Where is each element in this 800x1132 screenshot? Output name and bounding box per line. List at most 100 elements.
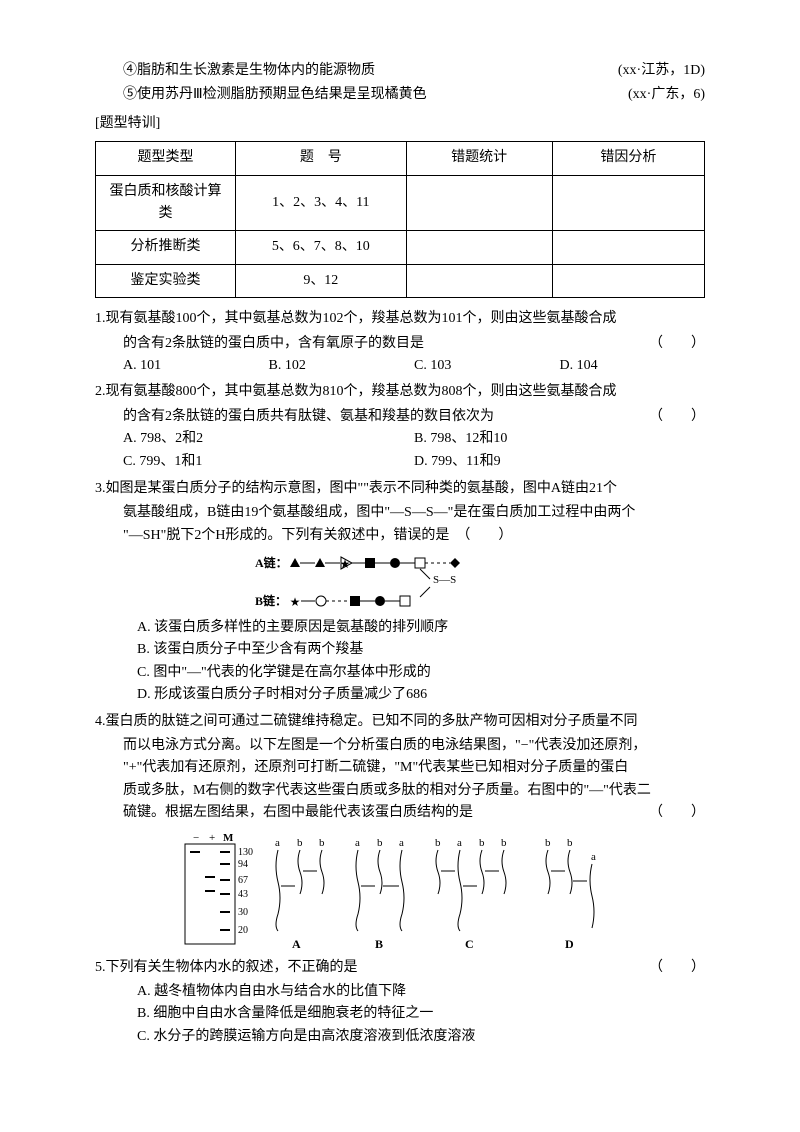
question-3: 3. 如图是某蛋白质分子的结构示意图，图中""表示不同种类的氨基酸，图中A链由2… xyxy=(95,478,705,500)
q3-opt-a: A. 该蛋白质多样性的主要原因是氨基酸的排列顺序 xyxy=(95,617,705,639)
chain-b: ★ xyxy=(290,595,410,609)
electrophoresis-figure: − + M 130 94 67 43 30 20 a b b xyxy=(95,831,705,951)
q5-opt-a: A. 越冬植物体内自由水与结合水的比值下降 xyxy=(95,981,705,1003)
svg-text:b: b xyxy=(435,837,441,849)
gel-svg: − + M 130 94 67 43 30 20 a b b xyxy=(175,831,625,951)
q2-text-l2: 的含有2条肽链的蛋白质共有肽键、氨基和羧基的数目依次为 xyxy=(123,406,649,428)
table-row: 蛋白质和核酸计算类 1、2、3、4、11 xyxy=(96,175,705,231)
svg-text:S—S: S—S xyxy=(433,574,456,586)
q2-paren: （ ） xyxy=(649,406,705,428)
q3-opt-d: D. 形成该蛋白质分子时相对分子质量减少了686 xyxy=(95,684,705,706)
q5-opt-b: B. 细胞中自由水含量降低是细胞衰老的特征之一 xyxy=(95,1003,705,1025)
svg-text:67: 67 xyxy=(238,875,248,886)
q2-num: 2. xyxy=(95,381,106,403)
svg-text:D: D xyxy=(565,937,574,951)
chain-a-label: A链： xyxy=(255,555,288,570)
cell: 蛋白质和核酸计算类 xyxy=(96,175,236,231)
gel-box: − + M 130 94 67 43 30 20 xyxy=(185,832,253,944)
table-row: 分析推断类 5、6、7、8、10 xyxy=(96,231,705,264)
line4-text: ④脂肪和生长激素是生物体内的能源物质 xyxy=(123,60,375,82)
svg-text:b: b xyxy=(501,837,507,849)
q5-text-l1: 下列有关生物体内水的叙述，不正确的是 xyxy=(106,957,650,979)
q1-opt-b: B. 102 xyxy=(269,355,415,377)
svg-text:A: A xyxy=(292,937,301,951)
protein-option-c: b a b b C xyxy=(435,837,507,951)
q2-opt-d: D. 799、11和9 xyxy=(414,451,705,473)
cell: 鉴定实验类 xyxy=(96,264,236,297)
question-1: 1. 现有氨基酸100个，其中氨基总数为102个，羧基总数为101个，则由这些氨… xyxy=(95,308,705,330)
q1-opt-a: A. 101 xyxy=(123,355,269,377)
question-5: 5. 下列有关生物体内水的叙述，不正确的是 （ ） xyxy=(95,957,705,979)
q2-line2: 的含有2条肽链的蛋白质共有肽键、氨基和羧基的数目依次为 （ ） xyxy=(95,406,705,428)
line4-ref: (xx·江苏，1D) xyxy=(618,60,705,82)
cell xyxy=(552,231,704,264)
q4-text-l2: 而以电泳方式分离。以下左图是一个分析蛋白质的电泳结果图，"−"代表没加还原剂， xyxy=(95,735,705,757)
q3-opt-b: B. 该蛋白质分子中至少含有两个羧基 xyxy=(95,639,705,661)
chain-a: ★ xyxy=(290,557,460,571)
svg-text:94: 94 xyxy=(238,859,248,870)
th-wrong: 错题统计 xyxy=(406,142,552,175)
cell xyxy=(406,175,552,231)
svg-text:130: 130 xyxy=(238,847,253,858)
question-4: 4. 蛋白质的肽链之间可通过二硫键维持稳定。已知不同的多肽产物可因相对分子质量不… xyxy=(95,711,705,733)
q5-opt-c: C. 水分子的跨膜运输方向是由高浓度溶液到低浓度溶液 xyxy=(95,1026,705,1048)
cell: 分析推断类 xyxy=(96,231,236,264)
svg-text:b: b xyxy=(545,837,551,849)
protein-option-d: b b a D xyxy=(545,837,596,951)
chain-svg: A链： ★ S—S B链： ★ xyxy=(255,553,545,611)
section-label: [题型特训] xyxy=(95,113,705,135)
line5-ref: (xx·广东，6) xyxy=(628,84,705,106)
cell: 1、2、3、4、11 xyxy=(236,175,407,231)
svg-text:★: ★ xyxy=(340,557,351,571)
q1-opt-d: D. 104 xyxy=(560,355,706,377)
q3-opt-c: C. 图中"—"代表的化学键是在高尔基体中形成的 xyxy=(95,662,705,684)
svg-text:C: C xyxy=(465,937,474,951)
q1-opt-c: C. 103 xyxy=(414,355,560,377)
svg-text:a: a xyxy=(591,851,596,863)
q2-opts-cd: C. 799、1和1 D. 799、11和9 xyxy=(95,451,705,473)
chain-b-label: B链： xyxy=(255,593,287,608)
table-row: 鉴定实验类 9、12 xyxy=(96,264,705,297)
header-line-5: ⑤使用苏丹Ⅲ检测脂肪预期显色结果是呈现橘黄色 (xx·广东，6) xyxy=(95,84,705,106)
q2-opts-ab: A. 798、2和2 B. 798、12和10 xyxy=(95,428,705,450)
q4-text-l4: 质或多肽，M右侧的数字代表这些蛋白质或多肽的相对分子质量。右图中的"—"代表二 xyxy=(95,780,705,802)
svg-text:a: a xyxy=(355,837,360,849)
q2-text-l1: 现有氨基酸800个，其中氨基总数为810个，羧基总数为808个，则由这些氨基酸合… xyxy=(106,381,706,403)
svg-text:★: ★ xyxy=(290,595,301,609)
q1-line2: 的含有2条肽链的蛋白质中，含有氧原子的数目是 （ ） xyxy=(95,333,705,355)
cell xyxy=(552,264,704,297)
line5-text: ⑤使用苏丹Ⅲ检测脂肪预期显色结果是呈现橘黄色 xyxy=(123,84,427,106)
q4-text-l1: 蛋白质的肽链之间可通过二硫键维持稳定。已知不同的多肽产物可因相对分子质量不同 xyxy=(106,711,706,733)
svg-text:20: 20 xyxy=(238,925,248,936)
svg-text:a: a xyxy=(399,837,404,849)
protein-chain-figure: A链： ★ S—S B链： ★ xyxy=(95,553,705,611)
question-2: 2. 现有氨基酸800个，其中氨基总数为810个，羧基总数为808个，则由这些氨… xyxy=(95,381,705,403)
th-reason: 错因分析 xyxy=(552,142,704,175)
q5-paren: （ ） xyxy=(649,957,705,979)
q1-paren: （ ） xyxy=(649,333,705,355)
q5-num: 5. xyxy=(95,957,106,979)
q3-text-l2: 氨基酸组成，B链由19个氨基酸组成，图中"—S—S—"是在蛋白质加工过程中由两个 xyxy=(95,502,705,524)
svg-text:b: b xyxy=(297,837,303,849)
svg-text:b: b xyxy=(567,837,573,849)
svg-text:43: 43 xyxy=(238,889,248,900)
svg-text:a: a xyxy=(457,837,462,849)
q4-line5: 硫键。根据左图结果，右图中最能代表该蛋白质结构的是 （ ） xyxy=(95,802,705,824)
cell xyxy=(406,264,552,297)
q1-text-l2: 的含有2条肽链的蛋白质中，含有氧原子的数目是 xyxy=(123,333,649,355)
q4-num: 4. xyxy=(95,711,106,733)
th-type: 题型类型 xyxy=(96,142,236,175)
cell xyxy=(406,231,552,264)
gel-minus: − xyxy=(193,832,199,844)
q4-text-l5: 硫键。根据左图结果，右图中最能代表该蛋白质结构的是 xyxy=(123,802,649,824)
q3-text-l3: "—SH"脱下2个H形成的。下列有关叙述中，错误的是 （ ） xyxy=(95,525,705,547)
cell: 9、12 xyxy=(236,264,407,297)
svg-text:30: 30 xyxy=(238,907,248,918)
svg-text:b: b xyxy=(479,837,485,849)
header-line-4: ④脂肪和生长激素是生物体内的能源物质 (xx·江苏，1D) xyxy=(95,60,705,82)
q1-num: 1. xyxy=(95,308,106,330)
q4-paren: （ ） xyxy=(649,802,705,824)
th-num: 题 号 xyxy=(236,142,407,175)
q2-opt-a: A. 798、2和2 xyxy=(123,428,414,450)
cell xyxy=(552,175,704,231)
